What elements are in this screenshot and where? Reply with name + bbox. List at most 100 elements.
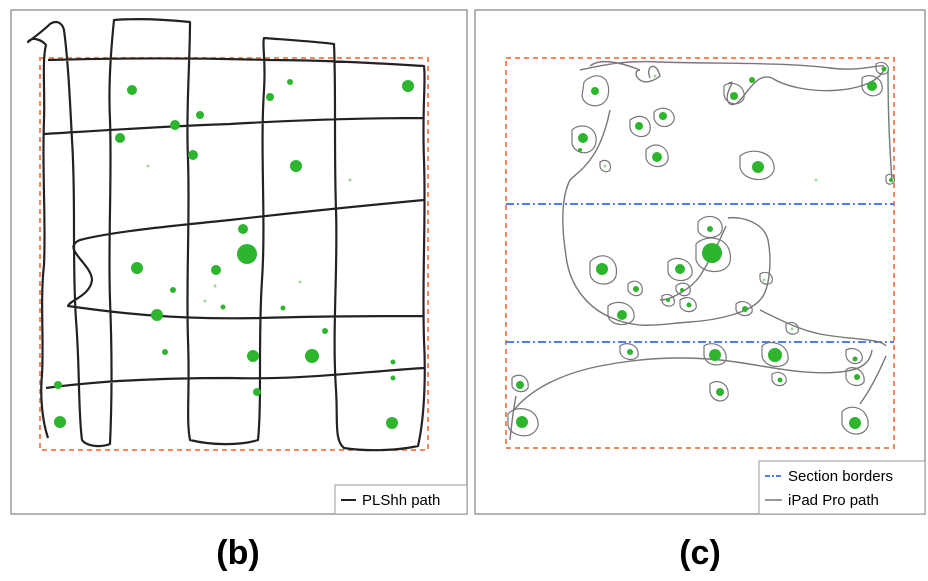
loop xyxy=(759,271,773,285)
panel-c-dots xyxy=(516,66,893,429)
dot xyxy=(247,350,259,362)
dot xyxy=(814,178,818,182)
loop xyxy=(845,367,865,387)
loop xyxy=(885,173,895,185)
dot xyxy=(707,226,713,232)
dot xyxy=(115,133,125,143)
dot xyxy=(716,388,724,396)
legend-label-section-borders: Section borders xyxy=(788,468,893,485)
panel-b: PLShh path (b) xyxy=(10,9,468,572)
loop xyxy=(697,215,723,239)
dot xyxy=(578,148,582,152)
dot xyxy=(290,160,302,172)
panel-b-caption: (b) xyxy=(216,534,259,572)
dot xyxy=(633,286,639,292)
dot xyxy=(680,288,684,292)
dot xyxy=(516,416,528,428)
loop xyxy=(645,144,669,168)
dot xyxy=(596,263,608,275)
dot xyxy=(266,93,274,101)
loop xyxy=(761,341,789,367)
dot xyxy=(603,164,607,168)
dot xyxy=(170,287,176,293)
dot xyxy=(402,80,414,92)
dot xyxy=(146,164,150,168)
dot xyxy=(54,416,66,428)
dot xyxy=(659,112,667,120)
dot xyxy=(287,79,293,85)
panel-b-tiny-dots xyxy=(146,164,352,303)
loop xyxy=(723,82,745,105)
dot xyxy=(253,388,261,396)
dot xyxy=(749,77,755,83)
loop xyxy=(703,343,727,366)
loop xyxy=(875,61,889,75)
panel-b-legend: PLShh path xyxy=(334,484,468,515)
dot xyxy=(390,359,396,365)
dot xyxy=(386,417,398,429)
panel-b-dots xyxy=(54,79,414,429)
dot xyxy=(516,381,524,389)
loop xyxy=(589,255,618,285)
loop xyxy=(599,159,611,173)
legend-box xyxy=(758,460,926,515)
dot xyxy=(702,243,722,263)
dot xyxy=(686,302,692,308)
dot xyxy=(652,152,662,162)
dot xyxy=(211,265,221,275)
dot xyxy=(653,74,657,78)
panel-b-frame xyxy=(10,9,468,515)
loop xyxy=(841,406,869,435)
loop xyxy=(511,374,529,393)
dot xyxy=(131,262,143,274)
dot xyxy=(213,284,217,288)
dot xyxy=(854,374,860,380)
dot xyxy=(666,298,670,302)
dot xyxy=(627,349,633,355)
dot xyxy=(127,85,137,95)
loop xyxy=(507,408,539,437)
dot xyxy=(162,349,168,355)
loop xyxy=(661,293,675,307)
loop xyxy=(629,115,651,138)
loop xyxy=(607,301,635,326)
loop xyxy=(845,347,863,365)
loop xyxy=(735,300,753,317)
dot xyxy=(768,348,782,362)
loop xyxy=(571,125,597,154)
loop xyxy=(785,321,799,335)
dot xyxy=(322,328,328,334)
legend-label-ipad-path: iPad Pro path xyxy=(788,492,879,509)
panel-b-area-border xyxy=(39,57,429,451)
loop xyxy=(653,107,675,128)
dot xyxy=(852,356,858,362)
legend-label-plshh: PLShh path xyxy=(362,492,440,509)
dot xyxy=(591,87,599,95)
dot xyxy=(617,310,627,320)
dot xyxy=(188,150,198,160)
ipad-loops xyxy=(507,61,895,437)
loop xyxy=(679,296,697,313)
dot xyxy=(348,178,352,182)
dot xyxy=(390,375,396,381)
dot xyxy=(790,327,794,331)
dot xyxy=(305,349,319,363)
dot xyxy=(578,133,588,143)
loop xyxy=(861,75,883,97)
panel-c-caption: (c) xyxy=(679,534,721,572)
loop xyxy=(695,237,731,273)
dot xyxy=(889,178,893,182)
dot xyxy=(675,264,685,274)
dot xyxy=(220,304,226,310)
dot xyxy=(54,381,62,389)
dot xyxy=(709,349,721,361)
legend-box xyxy=(334,484,468,515)
loop xyxy=(619,343,639,361)
panel-c: Section borders iPad Pro path (c) xyxy=(474,9,926,572)
plshh-path xyxy=(26,18,426,452)
dot xyxy=(170,120,180,130)
loop xyxy=(581,75,610,107)
loop xyxy=(709,381,729,402)
dot xyxy=(752,161,764,173)
dot xyxy=(151,309,163,321)
